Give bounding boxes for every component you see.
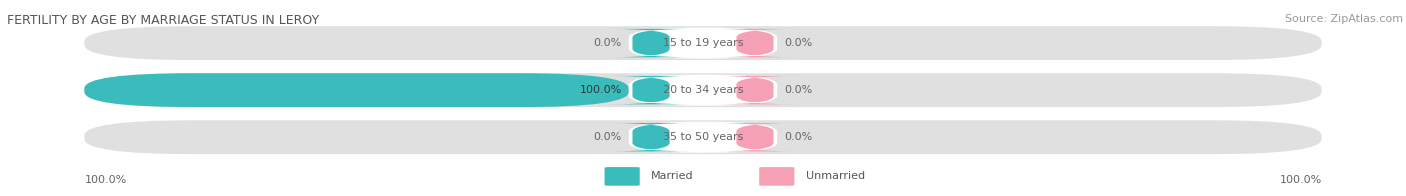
FancyBboxPatch shape [609,29,693,57]
FancyBboxPatch shape [713,29,797,57]
Text: 100.0%: 100.0% [579,85,621,95]
FancyBboxPatch shape [84,73,1322,107]
FancyBboxPatch shape [628,28,778,59]
FancyBboxPatch shape [759,167,794,186]
Text: 0.0%: 0.0% [785,132,813,142]
Text: 15 to 19 years: 15 to 19 years [662,38,744,48]
Text: 0.0%: 0.0% [593,132,621,142]
FancyBboxPatch shape [84,26,1322,60]
Text: FERTILITY BY AGE BY MARRIAGE STATUS IN LEROY: FERTILITY BY AGE BY MARRIAGE STATUS IN L… [7,14,319,27]
Text: 0.0%: 0.0% [785,38,813,48]
FancyBboxPatch shape [713,123,797,152]
Text: Source: ZipAtlas.com: Source: ZipAtlas.com [1285,14,1403,24]
Text: 20 to 34 years: 20 to 34 years [662,85,744,95]
FancyBboxPatch shape [84,120,1322,154]
FancyBboxPatch shape [628,75,778,106]
FancyBboxPatch shape [713,76,797,104]
Text: 100.0%: 100.0% [1279,175,1322,185]
FancyBboxPatch shape [609,76,693,104]
FancyBboxPatch shape [605,167,640,186]
Text: Married: Married [651,171,693,181]
FancyBboxPatch shape [84,73,628,107]
Text: 0.0%: 0.0% [785,85,813,95]
FancyBboxPatch shape [628,122,778,153]
Text: Unmarried: Unmarried [806,171,865,181]
Text: 0.0%: 0.0% [593,38,621,48]
FancyBboxPatch shape [609,123,693,152]
Text: 35 to 50 years: 35 to 50 years [662,132,744,142]
Text: 100.0%: 100.0% [84,175,127,185]
